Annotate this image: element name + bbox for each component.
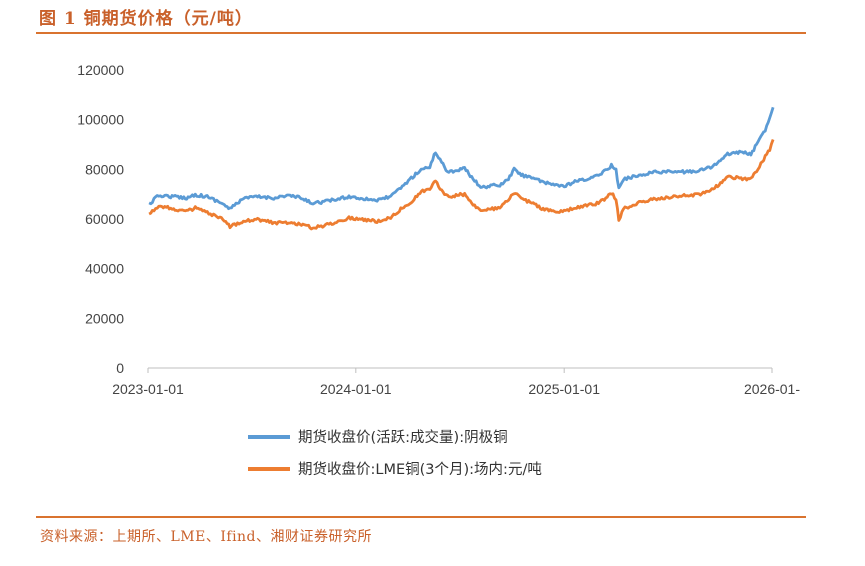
chart-title: 图 1 铜期货价格（元/吨） <box>39 9 253 29</box>
y-axis: 0 20000 40000 60000 80000 100000 120000 <box>77 62 124 376</box>
y-tick-label: 120000 <box>77 62 124 78</box>
series-line-lme <box>148 139 775 231</box>
y-tick-label: 0 <box>116 360 124 376</box>
y-tick-label: 80000 <box>85 161 124 177</box>
series-line-shfe <box>148 106 775 211</box>
x-tick-label: 2023-01-01 <box>112 381 184 397</box>
y-tick-label: 20000 <box>85 310 124 326</box>
x-tick-label: 2026-01- <box>744 381 800 397</box>
footer-rule <box>36 516 806 518</box>
y-tick-label: 100000 <box>77 112 124 128</box>
x-tick-label: 2024-01-01 <box>320 381 392 397</box>
header-rule <box>36 32 806 34</box>
x-axis: 2023-01-01 2024-01-01 2025-01-01 2026-01- <box>112 367 800 397</box>
legend-label: 期货收盘价:LME铜(3个月):场内:元/吨 <box>298 460 542 478</box>
source-note: 资料来源：上期所、LME、Ifind、湘财证券研究所 <box>40 529 373 545</box>
y-tick-label: 40000 <box>85 261 124 277</box>
legend-label: 期货收盘价(活跃:成交量):阴极铜 <box>298 428 508 446</box>
x-tick-label: 2025-01-01 <box>528 381 600 397</box>
y-tick-label: 60000 <box>85 211 124 227</box>
series-lines <box>148 106 775 231</box>
